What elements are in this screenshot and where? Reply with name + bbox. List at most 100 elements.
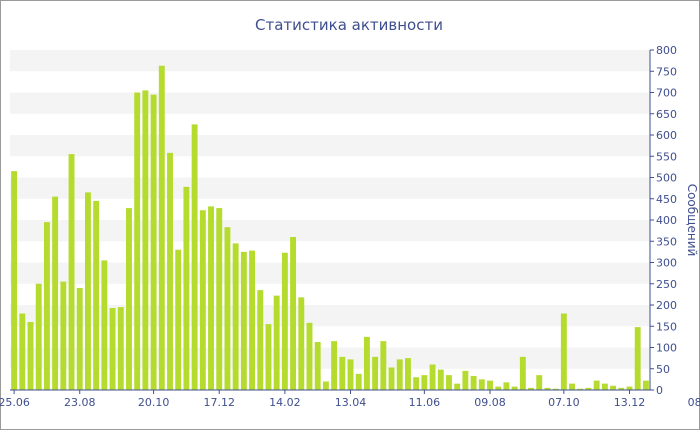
bar — [43, 222, 50, 391]
x-tick-label: 11.06 — [409, 396, 441, 409]
grid-band — [10, 177, 650, 199]
x-tick-label: 17.12 — [203, 396, 235, 409]
bar — [27, 322, 34, 390]
y-tick-label: 500 — [656, 172, 677, 185]
y-tick-label: 0 — [656, 384, 663, 397]
bar — [372, 356, 379, 390]
x-tick-label: 13.04 — [335, 396, 367, 409]
bar — [404, 358, 411, 391]
bar — [11, 171, 18, 390]
bar — [109, 307, 116, 390]
bar — [175, 249, 182, 390]
bar — [388, 367, 395, 390]
bar — [446, 375, 452, 391]
bar — [593, 380, 600, 390]
y-tick-label: 100 — [656, 342, 677, 355]
bar — [601, 383, 608, 391]
bar — [536, 375, 543, 391]
bar — [126, 208, 132, 390]
bar — [60, 281, 67, 391]
bar — [257, 290, 264, 391]
bar — [478, 379, 485, 391]
y-tick-label: 300 — [656, 257, 677, 270]
bar — [511, 386, 518, 390]
x-tick-label: 09.08 — [474, 396, 506, 409]
chart-title: Статистика активности — [255, 16, 443, 34]
bar — [421, 375, 428, 391]
bar — [519, 356, 526, 390]
bar — [52, 196, 59, 391]
y-tick-label: 400 — [656, 214, 677, 227]
bar — [503, 382, 510, 390]
bar — [396, 359, 403, 390]
bar — [347, 359, 354, 390]
bar — [142, 90, 149, 391]
bar — [544, 387, 551, 391]
bar — [569, 383, 576, 391]
y-tick-label: 350 — [656, 235, 677, 248]
bar — [610, 385, 617, 390]
bar — [35, 283, 42, 390]
bar — [454, 383, 461, 391]
bar — [487, 380, 493, 390]
bar — [93, 200, 100, 391]
bar — [208, 206, 214, 390]
bar — [183, 186, 190, 390]
y-tick-label: 800 — [656, 44, 677, 57]
bar — [495, 386, 502, 390]
x-tick-label: 14.02 — [269, 396, 301, 409]
x-tick-label: 20.10 — [138, 396, 170, 409]
y-tick-label: 550 — [656, 150, 677, 163]
bar — [380, 341, 387, 391]
y-tick-label: 750 — [656, 65, 677, 78]
x-tick-label: 25.06 — [0, 396, 30, 409]
bar — [642, 380, 649, 390]
bar — [232, 243, 239, 391]
bar — [290, 237, 297, 390]
x-tick-label: 08.02 — [688, 396, 700, 409]
bar — [191, 124, 198, 391]
bar — [314, 341, 321, 390]
bar — [265, 324, 272, 391]
bar — [134, 92, 141, 390]
x-tick-label: 07.10 — [548, 396, 580, 409]
bar — [249, 250, 256, 390]
bar — [560, 313, 567, 390]
y-tick-label: 450 — [656, 193, 677, 206]
y-tick-label: 650 — [656, 108, 677, 121]
bar — [528, 387, 534, 391]
x-tick-label: 13.12 — [614, 396, 646, 409]
bar — [363, 336, 370, 391]
bar — [322, 381, 329, 390]
y-tick-label: 150 — [656, 320, 677, 333]
bar — [298, 297, 305, 390]
bar — [552, 388, 559, 390]
bar — [634, 327, 641, 390]
bar — [462, 370, 469, 391]
bar — [437, 369, 444, 390]
y-tick-label: 700 — [656, 87, 677, 100]
bar — [150, 94, 157, 391]
bar — [240, 251, 247, 391]
bar — [76, 288, 83, 390]
bar — [167, 152, 173, 390]
grid-band — [10, 50, 650, 72]
bar — [429, 364, 436, 390]
bar — [19, 313, 26, 390]
bar — [216, 208, 223, 390]
bar — [224, 227, 231, 390]
bar — [585, 387, 592, 391]
bar — [339, 356, 346, 390]
bar — [117, 307, 124, 391]
bar — [331, 341, 338, 391]
bar — [413, 377, 420, 390]
bar — [84, 192, 91, 390]
bar — [281, 252, 288, 390]
bar — [199, 210, 206, 390]
y-axis-label: Сообщений — [685, 183, 699, 257]
y-tick-label: 600 — [656, 129, 677, 142]
grid-band — [10, 220, 650, 242]
bar — [470, 375, 477, 390]
y-tick-label: 200 — [656, 299, 677, 312]
